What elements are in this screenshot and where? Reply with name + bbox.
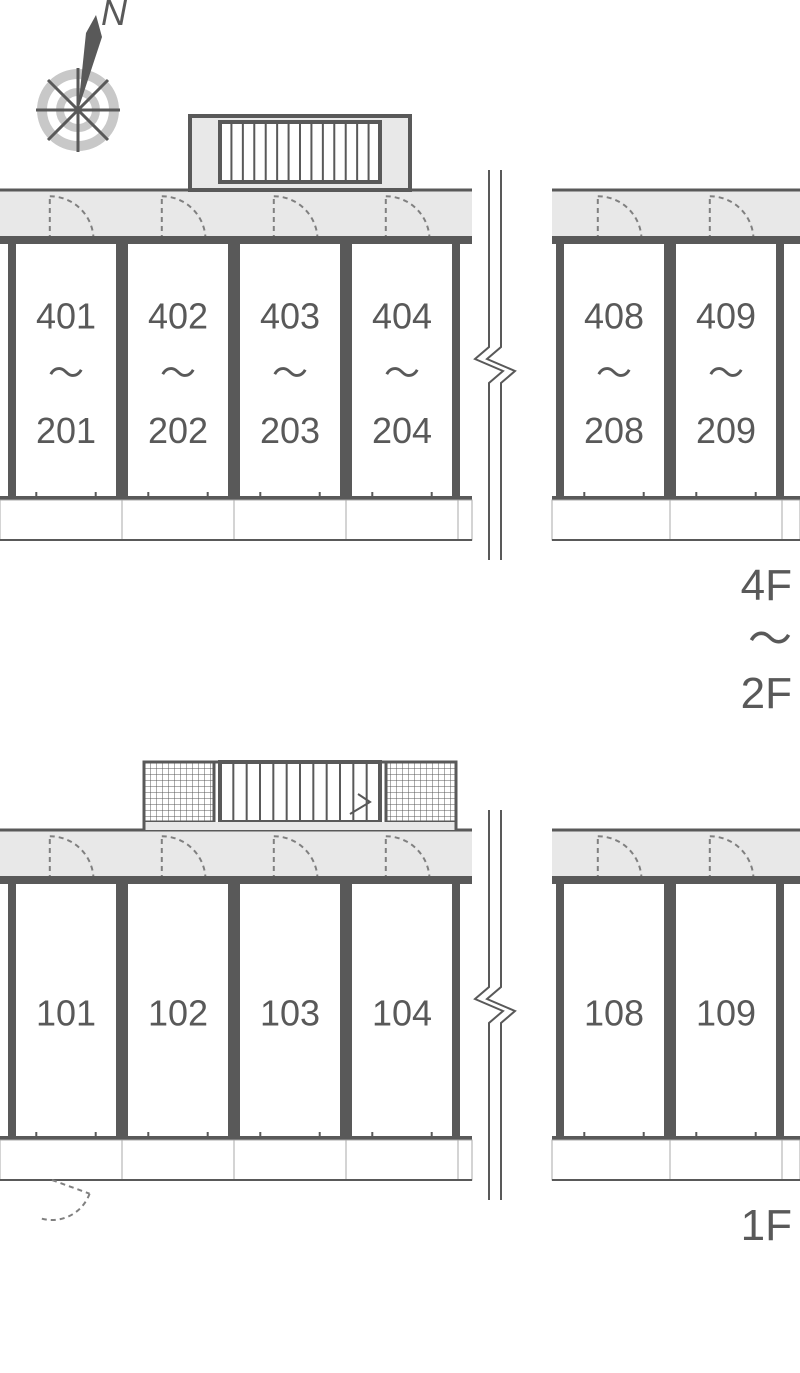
unit-number: 104 xyxy=(372,993,432,1034)
svg-text:〜: 〜 xyxy=(708,353,744,394)
floor-plan-diagram: N 401 〜 201 402 〜 202 403 〜 203 404 〜 204 408 〜 208 409 〜… xyxy=(0,0,800,1373)
floor-label-1f: 1F xyxy=(741,1201,792,1250)
floor-label-2f: 2F xyxy=(741,669,792,718)
upper-floor: 401 〜 201 402 〜 202 403 〜 203 404 〜 204 408 〜 208 409 〜 2… xyxy=(0,116,800,560)
unit-number-bottom: 202 xyxy=(148,410,208,451)
svg-text:〜: 〜 xyxy=(384,353,420,394)
svg-text:〜: 〜 xyxy=(272,353,308,394)
svg-text:〜: 〜 xyxy=(596,353,632,394)
svg-text:N: N xyxy=(101,0,128,33)
unit-number-top: 401 xyxy=(36,295,96,336)
svg-text:〜: 〜 xyxy=(748,615,792,664)
unit-number: 101 xyxy=(36,993,96,1034)
unit-number-top: 409 xyxy=(696,295,756,336)
unit-number: 102 xyxy=(148,993,208,1034)
unit-number-bottom: 203 xyxy=(260,410,320,451)
svg-text:〜: 〜 xyxy=(160,353,196,394)
floor-label-4f: 4F xyxy=(741,561,792,610)
unit-number-top: 404 xyxy=(372,295,432,336)
svg-text:〜: 〜 xyxy=(48,353,84,394)
unit-number-top: 403 xyxy=(260,295,320,336)
unit-number-bottom: 208 xyxy=(584,410,644,451)
unit-number-bottom: 201 xyxy=(36,410,96,451)
unit-number: 103 xyxy=(260,993,320,1034)
unit-number-bottom: 209 xyxy=(696,410,756,451)
unit-number: 108 xyxy=(584,993,644,1034)
lower-floor: 101 102 103 104 108 109 xyxy=(0,762,800,1220)
unit-number-top: 408 xyxy=(584,295,644,336)
unit-number: 109 xyxy=(696,993,756,1034)
unit-number-bottom: 204 xyxy=(372,410,432,451)
compass: N xyxy=(36,0,128,152)
unit-number-top: 402 xyxy=(148,295,208,336)
